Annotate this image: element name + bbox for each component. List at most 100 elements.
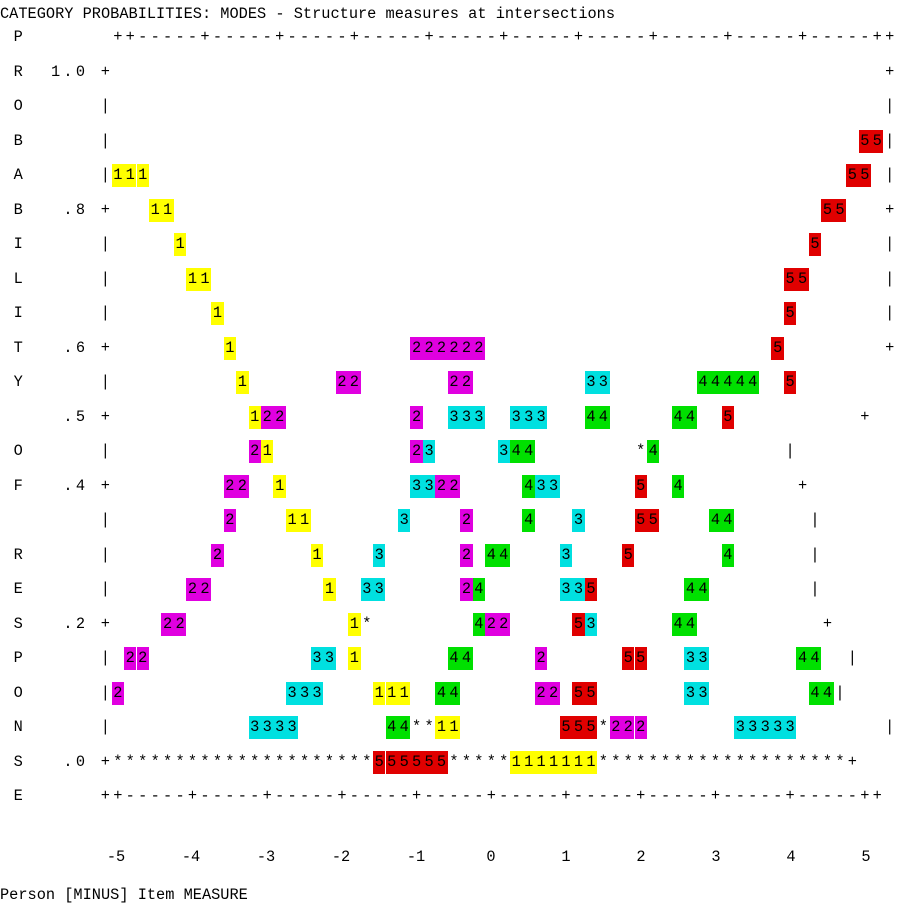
axis-frame-char: -: [661, 787, 671, 805]
curve-point-category-3: 3: [298, 681, 311, 705]
axis-frame-char: -: [835, 787, 845, 805]
curve-point-category-5: 5: [796, 267, 809, 291]
axis-frame-char: +: [113, 28, 123, 46]
axis-frame-char: -: [187, 28, 198, 46]
curve-point-category-2: 2: [335, 371, 349, 394]
curve-point-category-4: 4: [522, 509, 535, 532]
axis-frame-char: |: [100, 511, 110, 529]
curve-point-category-5: 5: [771, 336, 784, 360]
axis-frame-char: -: [623, 28, 633, 46]
axis-frame-char: -: [461, 787, 471, 805]
axis-frame-char: |: [885, 304, 895, 322]
curve-point-category-3: 3: [771, 716, 784, 739]
curve-point-category-1: 1: [385, 681, 398, 705]
curve-overlap-mark: *: [150, 752, 160, 771]
y-axis-label-char: E: [13, 580, 23, 598]
curve-overlap-mark: *: [499, 752, 509, 771]
curve-point-category-4: 4: [584, 405, 598, 429]
x-tick-label: -1: [406, 848, 426, 866]
axis-frame-char: -: [262, 28, 272, 46]
curve-point-category-3: 3: [422, 474, 436, 498]
axis-frame-char: -: [773, 28, 783, 46]
curve-point-category-1: 1: [198, 267, 212, 291]
axis-frame-char: -: [474, 28, 484, 46]
curve-overlap-mark: *: [723, 752, 733, 771]
curve-point-category-1: 1: [323, 578, 336, 601]
curve-overlap-mark: *: [486, 752, 496, 771]
curve-point-category-5: 5: [634, 474, 647, 498]
axis-frame-char: -: [685, 28, 696, 46]
curve-point-category-4: 4: [721, 509, 735, 532]
x-axis-label: Person [MINUS] Item MEASURE: [0, 886, 248, 904]
curve-point-category-3: 3: [734, 716, 747, 739]
curve-overlap-mark: *: [362, 752, 372, 771]
axis-frame-char: -: [822, 787, 833, 805]
axis-frame-char: +: [885, 200, 895, 219]
curve-point-category-5: 5: [584, 681, 598, 705]
curve-point-category-2: 2: [136, 647, 149, 670]
axis-frame-char: +: [100, 476, 110, 495]
curve-point-category-4: 4: [671, 612, 685, 636]
axis-frame-char: -: [822, 28, 833, 46]
axis-frame-char: -: [362, 787, 372, 805]
curve-point-category-4: 4: [734, 371, 747, 394]
curve-point-category-4: 4: [821, 681, 834, 705]
axis-frame-char: -: [847, 787, 857, 805]
axis-frame-char: +: [486, 787, 496, 805]
curve-point-category-2: 2: [472, 336, 486, 360]
axis-frame-char: -: [524, 787, 534, 805]
curve-overlap-mark: *: [710, 752, 720, 771]
axis-frame-char: -: [548, 787, 559, 805]
axis-frame-char: |: [885, 718, 895, 736]
axis-frame-char: -: [511, 787, 521, 805]
curve-point-category-5: 5: [397, 750, 411, 774]
x-tick-label: 0: [486, 848, 496, 866]
axis-frame-char: +: [100, 787, 110, 805]
curve-point-category-5: 5: [833, 198, 847, 222]
curve-point-category-1: 1: [447, 716, 461, 739]
curve-point-category-3: 3: [373, 578, 386, 601]
x-tick-label: 5: [861, 848, 871, 866]
curve-point-category-2: 2: [460, 543, 473, 567]
axis-frame-char: +: [100, 614, 110, 633]
axis-frame-char: -: [847, 28, 857, 46]
curve-point-category-3: 3: [510, 405, 523, 429]
axis-frame-char: +: [499, 28, 509, 46]
curve-point-category-2: 2: [497, 612, 510, 636]
axis-frame-char: -: [860, 28, 870, 46]
curve-overlap-mark: *: [299, 752, 310, 771]
curve-point-category-3: 3: [559, 578, 573, 601]
curve-point-category-1: 1: [584, 750, 598, 774]
curve-point-category-3: 3: [497, 440, 510, 463]
axis-frame-char: -: [536, 28, 546, 46]
axis-frame-char: +: [872, 787, 882, 805]
y-axis-label-char: .: [63, 200, 73, 219]
axis-frame-char: +: [100, 752, 110, 771]
axis-frame-char: |: [835, 683, 845, 702]
axis-frame-char: -: [449, 787, 459, 805]
curve-point-category-3: 3: [522, 405, 535, 429]
curve-overlap-mark: *: [212, 752, 222, 771]
curve-point-category-5: 5: [808, 233, 822, 256]
axis-frame-char: -: [760, 28, 770, 46]
curve-point-category-1: 1: [310, 543, 324, 567]
axis-frame-char: -: [312, 28, 322, 46]
curve-point-category-5: 5: [783, 371, 797, 394]
axis-frame-char: +: [648, 28, 658, 46]
curve-point-category-1: 1: [547, 750, 560, 774]
axis-frame-char: +: [885, 62, 895, 81]
axis-frame-char: -: [685, 787, 696, 805]
axis-frame-char: |: [100, 269, 110, 288]
axis-frame-char: |: [100, 649, 110, 667]
y-axis-label-char: 0: [75, 62, 86, 81]
curve-point-category-3: 3: [460, 405, 473, 429]
curve-point-category-4: 4: [385, 716, 398, 739]
x-tick-label: 3: [711, 848, 721, 866]
axis-frame-char: -: [387, 787, 397, 805]
curve-overlap-mark: *: [835, 752, 845, 771]
axis-frame-char: |: [885, 235, 895, 253]
curve-point-category-3: 3: [373, 543, 386, 567]
curve-overlap-mark: *: [125, 752, 135, 771]
curve-overlap-mark: *: [237, 752, 247, 771]
curve-point-category-1: 1: [285, 509, 299, 532]
